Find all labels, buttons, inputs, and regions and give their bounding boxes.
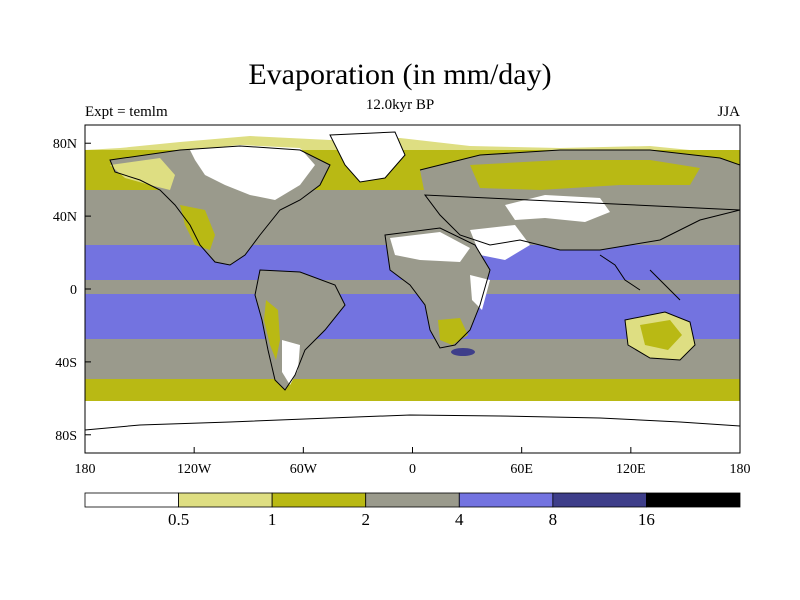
season-label: JJA xyxy=(717,104,740,120)
region-arctic xyxy=(85,125,740,150)
coastlines xyxy=(85,131,740,431)
colorbar-swatch xyxy=(271,492,367,508)
colorbar-label: 2 xyxy=(361,510,370,529)
region-central-asia-white xyxy=(505,195,610,222)
region-high-evap-spot xyxy=(451,348,475,356)
lat-tick-label: 80N xyxy=(53,137,77,152)
region-south-america xyxy=(255,270,345,390)
colorbar-label: 8 xyxy=(549,510,558,529)
lon-tick-label: 120W xyxy=(177,462,212,477)
colorbar-label: 16 xyxy=(638,510,655,529)
map-title: Evaporation (in mm/day) xyxy=(248,58,552,91)
colorbar: 0.5 1 2 4 8 16 xyxy=(84,492,741,529)
region-western-us-yellow xyxy=(180,205,215,250)
lon-tick-label: 180 xyxy=(730,462,751,477)
colorbar-swatch xyxy=(365,492,460,508)
colorbar-label: 0.5 xyxy=(168,510,189,529)
lon-tick-label: 180 xyxy=(75,462,96,477)
lon-tick-label: 0 xyxy=(409,462,416,477)
lon-tick-label: 60E xyxy=(510,462,533,477)
region-australia-inner xyxy=(640,320,682,350)
colorbar-swatch xyxy=(458,492,554,508)
lat-tick-label: 40N xyxy=(53,210,77,225)
map-subtitle: 12.0kyr BP xyxy=(365,97,435,113)
region-southern-africa-white xyxy=(470,275,490,310)
colorbar-swatch xyxy=(646,492,741,508)
band-antarctica xyxy=(85,401,740,453)
colorbar-label: 1 xyxy=(268,510,277,529)
lat-tick-label: 80S xyxy=(55,429,77,444)
experiment-label: Expt = temlm xyxy=(85,104,168,120)
band-south-midlat xyxy=(85,379,740,401)
lat-tick-label: 40S xyxy=(55,356,77,371)
map-field xyxy=(85,125,740,453)
colorbar-label: 4 xyxy=(455,510,464,529)
lon-tick-label: 60W xyxy=(290,462,318,477)
region-siberia-yellow xyxy=(470,160,700,190)
region-sahara-white xyxy=(390,232,470,262)
region-arabia-white xyxy=(470,225,530,260)
colorbar-swatch xyxy=(552,492,647,508)
region-alaska-yellow xyxy=(110,158,175,190)
region-andes-yellow xyxy=(264,300,280,360)
colorbar-swatch xyxy=(84,492,179,508)
latitude-axis: 80N 40N 0 40S 80S xyxy=(53,137,91,444)
lon-tick-label: 120E xyxy=(616,462,646,477)
longitude-axis: 180 120W 60W 0 60E 120E 180 xyxy=(75,447,751,477)
lat-tick-label: 0 xyxy=(70,283,77,298)
region-greenland xyxy=(330,132,405,182)
region-canada-white xyxy=(190,145,315,200)
colorbar-swatch xyxy=(178,492,273,508)
region-southern-africa-yellow xyxy=(438,318,468,345)
